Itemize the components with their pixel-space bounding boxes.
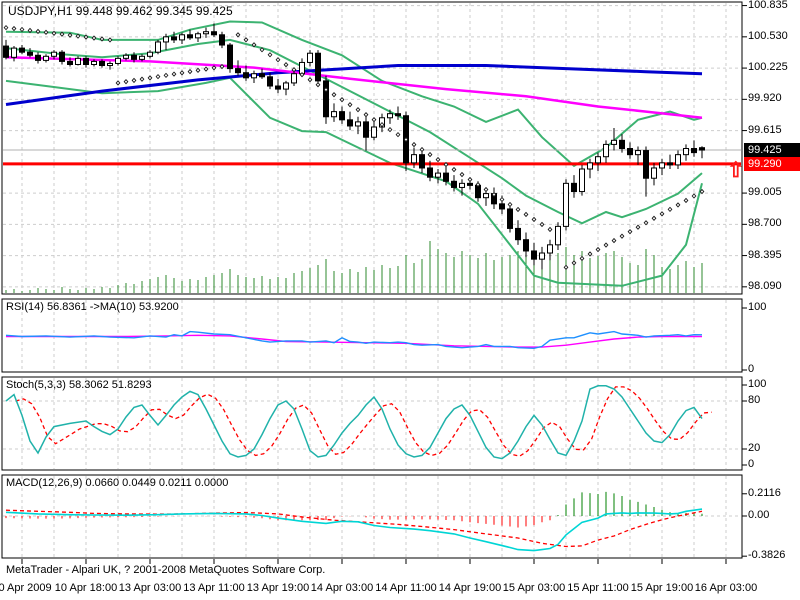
price-axis-label: 99.920	[748, 92, 782, 105]
price-gridlines	[3, 5, 747, 288]
time-axis-label: 14 Apr 11:00	[375, 582, 437, 594]
price-axis-label: 98.395	[748, 248, 782, 261]
rsi-axis-label: 0	[748, 363, 755, 375]
sar-dots	[3, 24, 705, 271]
volume-bars	[5, 241, 703, 293]
price-level-lines	[3, 149, 741, 166]
macd-pane	[3, 491, 747, 557]
chart-title: USDJPY,H1 99.448 99.462 99.345 99.425	[8, 4, 233, 18]
price-axis-label: 98.700	[748, 217, 782, 230]
price-axis-label: 98.090	[748, 279, 782, 292]
price-axis-label: 99.615	[748, 123, 782, 136]
time-axis-label: 16 Apr 03:00	[694, 582, 758, 594]
time-axis-label: 14 Apr 03:00	[310, 582, 374, 594]
macd-indicator-label: MACD(12,26,9) 0.0660 0.0449 0.0211 0.000…	[6, 477, 229, 489]
horizontal-line-price-badge: 99.290	[744, 157, 800, 171]
price-axis-label: 100.225	[748, 61, 788, 74]
stoch-indicator-label: Stoch(5,3,3) 58.3062 51.8293	[6, 379, 152, 391]
rsi-pane	[5, 307, 747, 371]
macd-axis-label: 0.2116	[748, 486, 781, 499]
time-axis-label: 13 Apr 19:00	[246, 582, 310, 594]
stoch-axis-label: 0	[748, 458, 755, 470]
rsi-axis-label: 100	[748, 301, 767, 313]
price-axis-label: 99.005	[748, 186, 782, 199]
bid-price-badge: 99.425	[744, 143, 800, 157]
time-axis-label: 10 Apr 2009	[0, 582, 52, 594]
stoch-axis-label: 80	[748, 394, 761, 406]
time-axis-label: 10 Apr 18:00	[54, 582, 118, 594]
time-axis-label: 15 Apr 03:00	[502, 582, 566, 594]
time-axis-label: 13 Apr 11:00	[183, 582, 245, 594]
price-axis-label: 100.835	[748, 0, 788, 11]
pane-borders	[1, 1, 743, 559]
time-axis-label: 14 Apr 19:00	[438, 582, 502, 594]
stoch-axis-label: 20	[748, 442, 761, 454]
copyright-text: MetaTrader - Alpari UK, ? 2001-2008 Meta…	[6, 564, 326, 576]
time-axis-label: 13 Apr 03:00	[118, 582, 182, 594]
time-axis-label: 15 Apr 11:00	[567, 582, 629, 594]
macd-axis-label: 0.00	[748, 509, 770, 521]
rsi-indicator-label: RSI(14) 56.8361 ->MA(10) 53.9200	[6, 301, 179, 313]
stoch-pane	[3, 384, 747, 466]
stoch-axis-label: 100	[748, 378, 767, 390]
up-arrow-icon[interactable]: ⇧	[727, 159, 745, 182]
macd-axis-label: -0.3826	[748, 549, 786, 562]
time-axis-ticks	[21, 559, 727, 564]
price-axis-label: 100.530	[748, 29, 788, 42]
time-axis-label: 15 Apr 19:00	[630, 582, 694, 594]
